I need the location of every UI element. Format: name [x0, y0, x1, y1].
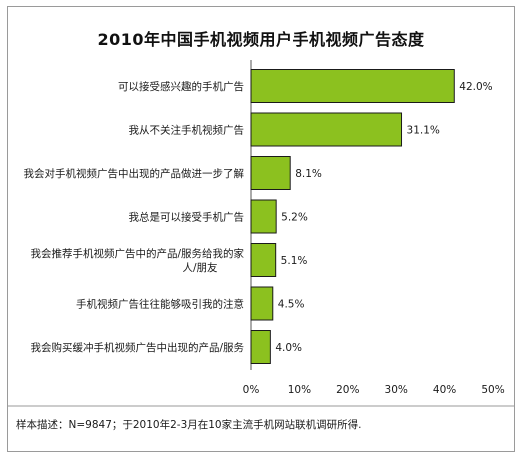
bar-4 [250, 199, 277, 234]
sample-note: 样本描述：N=9847；于2010年2-3月在10家主流手机网站联机调研所得. [16, 419, 362, 431]
category-label-4: 我总是可以接受手机广告 [129, 211, 245, 224]
category-label-5-line-1: 我会推荐手机视频广告中的产品/服务给我的家 [30, 247, 244, 260]
bar-5 [250, 243, 277, 277]
value-label-5: 5.1% [281, 255, 308, 267]
bar-6 [250, 286, 274, 321]
x-tick-label-0: 0% [243, 384, 260, 396]
bar-2 [250, 112, 403, 147]
category-label-7: 我会购买缓冲手机视频广告中出现的产品/服务 [30, 341, 244, 354]
value-label-1: 42.0% [459, 81, 492, 93]
bar-7 [250, 330, 271, 364]
category-label-2: 我从不关注手机视频广告 [129, 124, 245, 137]
x-tick-label-40: 40% [433, 384, 456, 396]
chart-title: 2010年中国手机视频用户手机视频广告态度 [97, 30, 425, 49]
category-label-5-line-2: 人/朋友 [182, 261, 218, 274]
value-label-3: 8.1% [295, 168, 322, 180]
value-label-7: 4.0% [275, 342, 302, 354]
bar-3 [250, 156, 291, 190]
category-label-1: 可以接受感兴趣的手机广告 [118, 80, 244, 93]
category-label-6: 手机视频广告往往能够吸引我的注意 [76, 298, 244, 311]
x-tick-label-10: 10% [288, 384, 311, 396]
bar-1 [250, 69, 455, 103]
value-label-2: 31.1% [407, 125, 440, 137]
category-label-3: 我会对手机视频广告中出现的产品做进一步了解 [24, 167, 245, 180]
x-tick-label-50: 50% [481, 384, 504, 396]
x-tick-label-20: 20% [336, 384, 359, 396]
value-label-4: 5.2% [281, 212, 308, 224]
x-tick-label-30: 30% [385, 384, 408, 396]
value-label-6: 4.5% [278, 299, 305, 311]
